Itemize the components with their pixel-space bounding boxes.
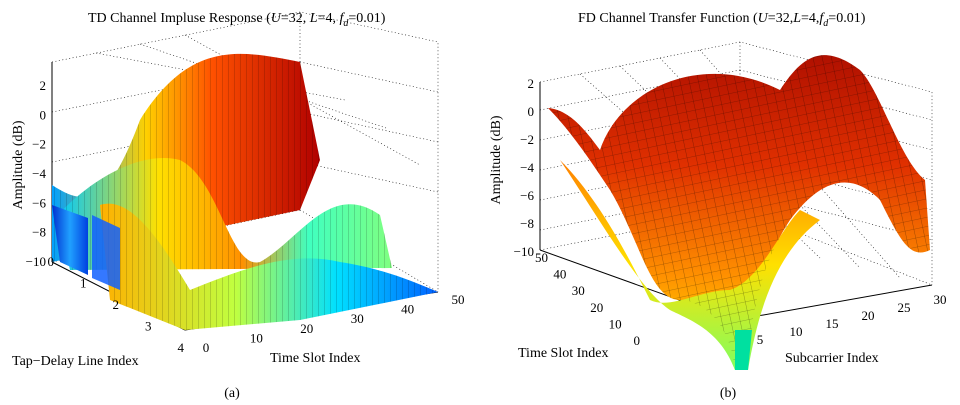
left-title-f: f (339, 11, 345, 26)
right-y-tick: 0 (634, 333, 641, 348)
left-title-l: L (309, 11, 318, 26)
right-x-tick: 5 (757, 332, 764, 347)
left-title-u-val: =32, (281, 11, 310, 26)
right-chart-title: FD Channel Transfer Function (U=32,L=4,f… (578, 11, 866, 29)
left-z-tick: −4 (32, 166, 46, 181)
left-title-u: U (271, 11, 282, 26)
left-title-l-val: =4, (318, 11, 340, 26)
left-y-tick: 0 (48, 254, 55, 269)
left-y-tick: 1 (80, 276, 87, 291)
left-x-tick: 10 (250, 330, 263, 345)
left-chart: −10 −8 −6 −4 −2 0 2 0 1 2 3 4 0 10 20 30 40 50 Amplitud… (11, 11, 465, 401)
right-z-tick: −6 (520, 188, 534, 203)
left-title-f-val: =0.01) (348, 11, 385, 26)
left-x-tick: 40 (401, 302, 414, 317)
right-title-l: L (792, 11, 801, 26)
left-x-axis-label: Time Slot Index (270, 351, 361, 366)
right-z-tick: 0 (528, 104, 535, 119)
tap-0-edge (52, 205, 88, 275)
right-y-tick: 10 (609, 316, 622, 331)
right-x-axis-label: Subcarrier Index (785, 351, 879, 366)
right-y-tick: 50 (535, 250, 548, 265)
left-z-tick: −2 (32, 137, 46, 152)
right-z-tick: −2 (520, 132, 534, 147)
right-x-tick: 20 (862, 308, 875, 323)
right-title-f: f (819, 11, 825, 26)
left-y-tick: 2 (113, 297, 120, 312)
left-x-tick: 30 (351, 311, 364, 326)
right-y-axis-label: Time Slot Index (518, 346, 609, 361)
left-title-f-sub: d (343, 18, 349, 29)
left-chart-title: TD Channel Impluse Response (U=32, L=4, … (88, 11, 386, 29)
left-z-axis-label: Amplitude (dB) (11, 120, 26, 209)
right-caption: (b) (720, 386, 737, 401)
right-z-tick: −8 (520, 216, 534, 231)
right-title-f-val: =0.01) (828, 11, 865, 26)
left-z-tick: −10 (26, 254, 46, 269)
right-title-u-val: =32, (768, 11, 793, 26)
right-y-tick: 30 (572, 283, 585, 298)
left-z-tick: 2 (40, 78, 47, 93)
right-y-tick: 20 (590, 300, 603, 315)
right-z-tick: −4 (520, 160, 534, 175)
right-title-l-val: =4, (801, 11, 819, 26)
right-x-tick: 25 (898, 300, 911, 315)
right-chart: −10 −8 −6 −4 −2 0 2 50 40 30 20 10 0 5 10 15 20 25 30 Am… (489, 11, 947, 401)
left-y-tick: 4 (178, 340, 185, 355)
transfer-surface-dip (560, 160, 820, 370)
left-z-tick: 0 (40, 107, 47, 122)
left-y-axis-label: Tap−Delay Line Index (12, 354, 139, 369)
left-x-tick: 50 (452, 292, 465, 307)
left-x-tick: 0 (203, 340, 210, 355)
right-title-u: U (758, 11, 769, 26)
left-z-tick: −8 (32, 225, 46, 240)
right-x-tick: 30 (934, 292, 947, 307)
right-z-tick: −10 (514, 244, 534, 259)
right-title-f-sub: d (823, 18, 829, 29)
left-y-tick: 3 (145, 319, 152, 334)
left-z-tick: −6 (32, 195, 46, 210)
right-x-tick: 10 (790, 324, 803, 339)
right-y-tick: 40 (553, 267, 566, 282)
left-caption: (a) (224, 386, 240, 401)
right-z-axis-label: Amplitude (dB) (489, 115, 504, 204)
left-x-tick: 20 (300, 321, 313, 336)
right-z-tick: 2 (528, 76, 535, 91)
left-title-main: TD Channel Impluse Response ( (88, 11, 271, 26)
right-x-tick: 15 (826, 316, 839, 331)
right-title-main: FD Channel Transfer Function ( (578, 11, 758, 26)
